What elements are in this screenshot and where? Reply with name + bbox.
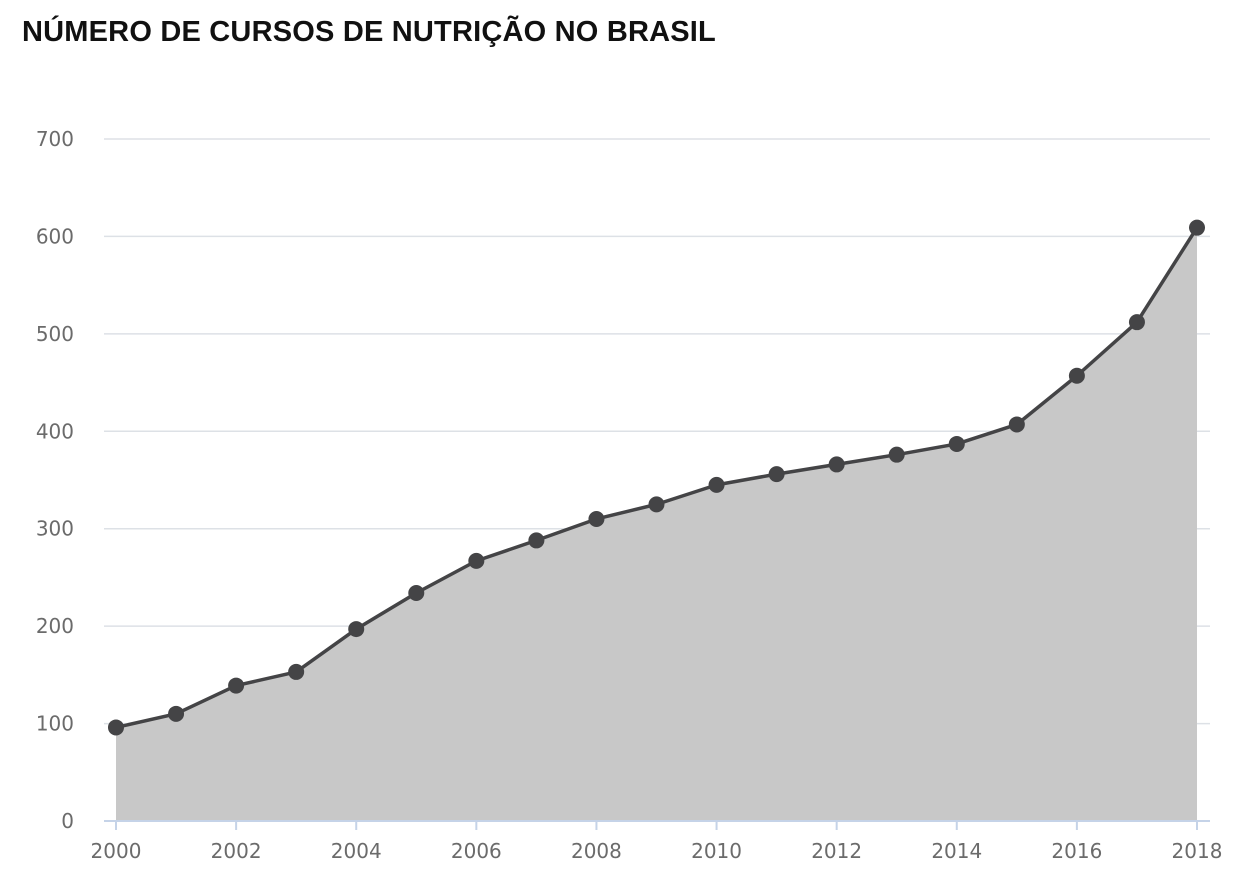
y-tick-label: 0: [61, 809, 74, 833]
y-tick-label: 300: [36, 517, 74, 541]
x-tick-label: 2016: [1051, 839, 1102, 863]
x-tick-label: 2018: [1172, 839, 1223, 863]
data-point: [108, 719, 124, 736]
data-point: [1008, 416, 1025, 433]
y-tick-label: 100: [36, 712, 74, 736]
data-point: [708, 476, 725, 493]
data-point: [528, 532, 545, 549]
y-tick-label: 400: [36, 419, 74, 443]
x-tick-label: 2010: [691, 839, 742, 863]
data-point: [888, 446, 905, 463]
data-point: [408, 585, 425, 602]
x-tick-label: 2006: [451, 839, 502, 863]
data-point: [168, 705, 185, 722]
y-tick-label: 700: [36, 127, 74, 151]
tick-labels: 0 100 200 300 400 500 600 700 2000 2002 2004 2006 20…: [36, 127, 1223, 863]
x-tick-label: 2000: [91, 839, 142, 863]
data-point: [648, 496, 665, 513]
data-point: [1068, 367, 1085, 384]
data-point: [828, 456, 845, 473]
data-points: [108, 219, 1205, 736]
x-tick-label: 2012: [811, 839, 862, 863]
x-tick-label: 2002: [211, 839, 262, 863]
data-point: [1128, 314, 1145, 331]
chart-title: NÚMERO DE CURSOS DE NUTRIÇÃO NO BRASIL: [22, 16, 716, 48]
area-fill: [116, 227, 1197, 821]
x-tick-label: 2008: [571, 839, 622, 863]
area-fill-layer: [116, 227, 1197, 821]
data-point: [288, 663, 305, 680]
x-tick-label: 2014: [931, 839, 982, 863]
data-point: [348, 621, 365, 638]
data-point: [1189, 219, 1205, 236]
y-tick-label: 600: [36, 224, 74, 248]
y-tick-label: 200: [36, 614, 74, 638]
y-tick-label: 500: [36, 322, 74, 346]
axes: [104, 820, 1210, 830]
data-point: [948, 435, 965, 452]
x-tick-label: 2004: [331, 839, 382, 863]
data-point: [468, 552, 485, 569]
data-point: [228, 677, 245, 694]
data-point: [768, 466, 785, 483]
data-point: [588, 510, 605, 527]
